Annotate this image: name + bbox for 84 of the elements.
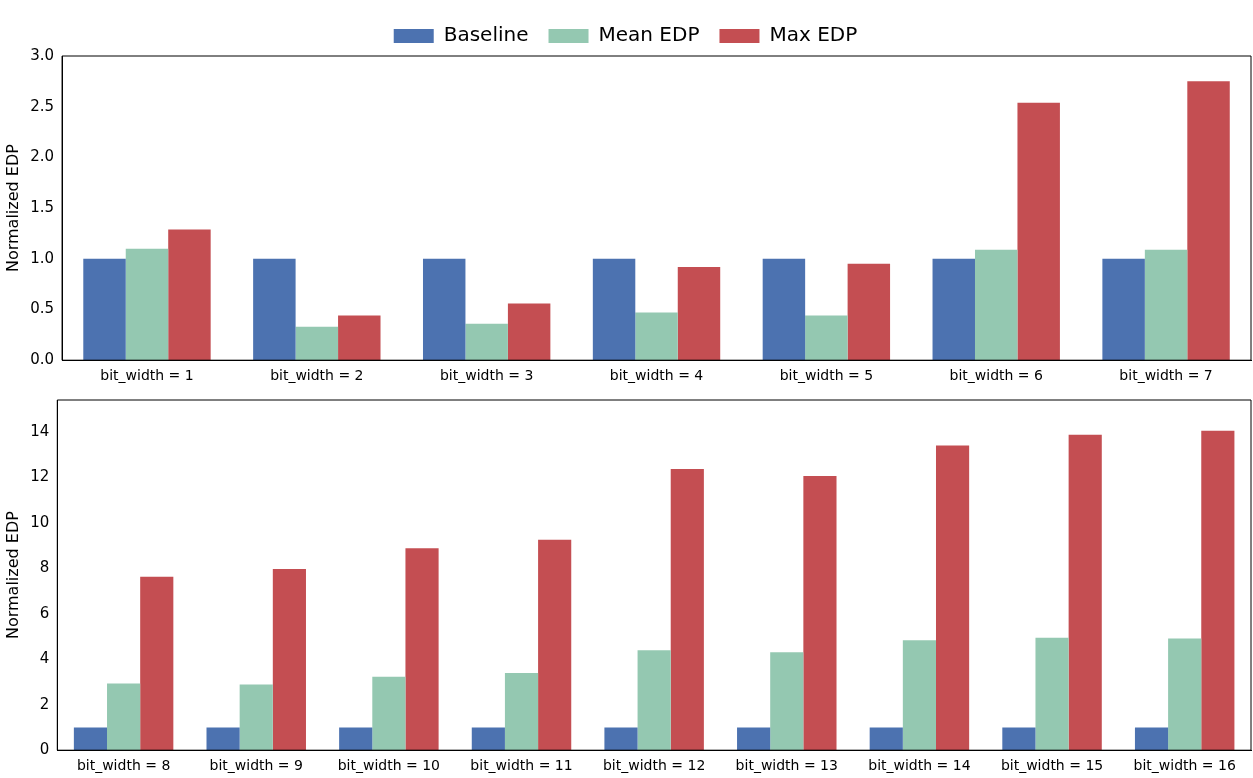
- bar: [604, 727, 638, 751]
- legend-label: Baseline: [443, 22, 529, 47]
- bar: [1144, 249, 1188, 361]
- bar: [1102, 258, 1145, 361]
- y-tick-label: 4: [39, 649, 50, 668]
- x-tick-label: bit_width = 8: [76, 757, 171, 774]
- bar: [83, 258, 126, 361]
- bar: [107, 683, 141, 751]
- x-tick-label: bit_width = 10: [337, 757, 441, 774]
- bar: [338, 315, 381, 361]
- bar: [1002, 727, 1036, 751]
- legend-label: Max EDP: [769, 22, 858, 47]
- x-tick-label: bit_width = 14: [868, 757, 971, 774]
- bar: [339, 727, 373, 751]
- y-tick-label: 14: [30, 421, 50, 440]
- bar: [206, 727, 240, 751]
- y-tick-label: 2.5: [30, 96, 55, 115]
- bar: [635, 312, 678, 361]
- bar: [935, 445, 970, 751]
- bar: [1017, 102, 1060, 361]
- bar: [253, 258, 296, 361]
- bar: [168, 229, 211, 361]
- y-tick-label: 0.0: [30, 350, 55, 369]
- y-tick-label: 8: [39, 558, 50, 577]
- x-tick-label: bit_width = 9: [209, 757, 303, 774]
- x-tick-label: bit_width = 15: [1000, 757, 1104, 774]
- bar: [465, 323, 508, 361]
- bar: [140, 576, 174, 751]
- bar: [975, 249, 1018, 361]
- bar: [1168, 638, 1202, 751]
- bar: [670, 468, 704, 751]
- x-tick-label: bit_width = 12: [602, 757, 706, 774]
- bar: [805, 315, 848, 361]
- bar: [471, 727, 505, 751]
- bar: [507, 303, 551, 361]
- bar: [125, 248, 169, 361]
- bar: [770, 652, 804, 751]
- bar: [295, 326, 339, 361]
- y-tick-label: 1.5: [30, 197, 55, 216]
- x-tick-label: bit_width = 2: [270, 367, 364, 384]
- bar: [422, 258, 466, 361]
- x-tick-label: bit_width = 4: [609, 367, 704, 384]
- bar: [1068, 434, 1102, 751]
- x-tick-label: bit_width = 3: [439, 367, 534, 384]
- bar: [538, 539, 572, 751]
- bar: [1187, 81, 1230, 361]
- bar: [405, 548, 439, 751]
- y-tick-label: 1.0: [30, 248, 55, 267]
- x-tick-label: bit_width = 7: [1119, 367, 1213, 384]
- bar: [1134, 727, 1169, 751]
- bar: [73, 727, 108, 751]
- y-tick-label: 10: [30, 512, 50, 531]
- bar: [677, 266, 721, 361]
- x-tick-label: bit_width = 11: [470, 757, 573, 774]
- bar: [762, 258, 806, 361]
- bar: [902, 640, 936, 751]
- bar: [737, 727, 771, 751]
- bar: [932, 258, 975, 361]
- y-tick-label: 12: [30, 467, 50, 486]
- y-tick-label: 0.5: [30, 299, 55, 318]
- legend-label: Mean EDP: [598, 22, 700, 47]
- bar: [869, 727, 903, 751]
- bar: [272, 568, 306, 751]
- bar: [1035, 637, 1069, 751]
- y-tick-label: 3.0: [30, 45, 55, 64]
- y-tick-label: 2.0: [30, 147, 55, 166]
- bar: [592, 258, 636, 361]
- x-tick-label: bit_width = 6: [949, 367, 1044, 384]
- x-tick-label: bit_width = 16: [1133, 757, 1236, 774]
- y-tick-label: 6: [39, 603, 50, 622]
- bar: [239, 684, 273, 751]
- y-axis-title: Normalized EDP: [2, 510, 22, 640]
- y-tick-label: 0: [39, 740, 50, 759]
- x-tick-label: bit_width = 5: [779, 367, 874, 384]
- bar: [1201, 430, 1235, 751]
- x-tick-label: bit_width = 13: [735, 757, 838, 774]
- bar: [847, 263, 891, 361]
- bar: [372, 676, 406, 751]
- bar: [803, 475, 837, 751]
- bar: [504, 672, 539, 751]
- bar: [637, 650, 671, 751]
- x-tick-label: bit_width = 1: [100, 367, 194, 384]
- y-tick-label: 2: [39, 694, 50, 713]
- y-axis-title: Normalized EDP: [2, 143, 22, 273]
